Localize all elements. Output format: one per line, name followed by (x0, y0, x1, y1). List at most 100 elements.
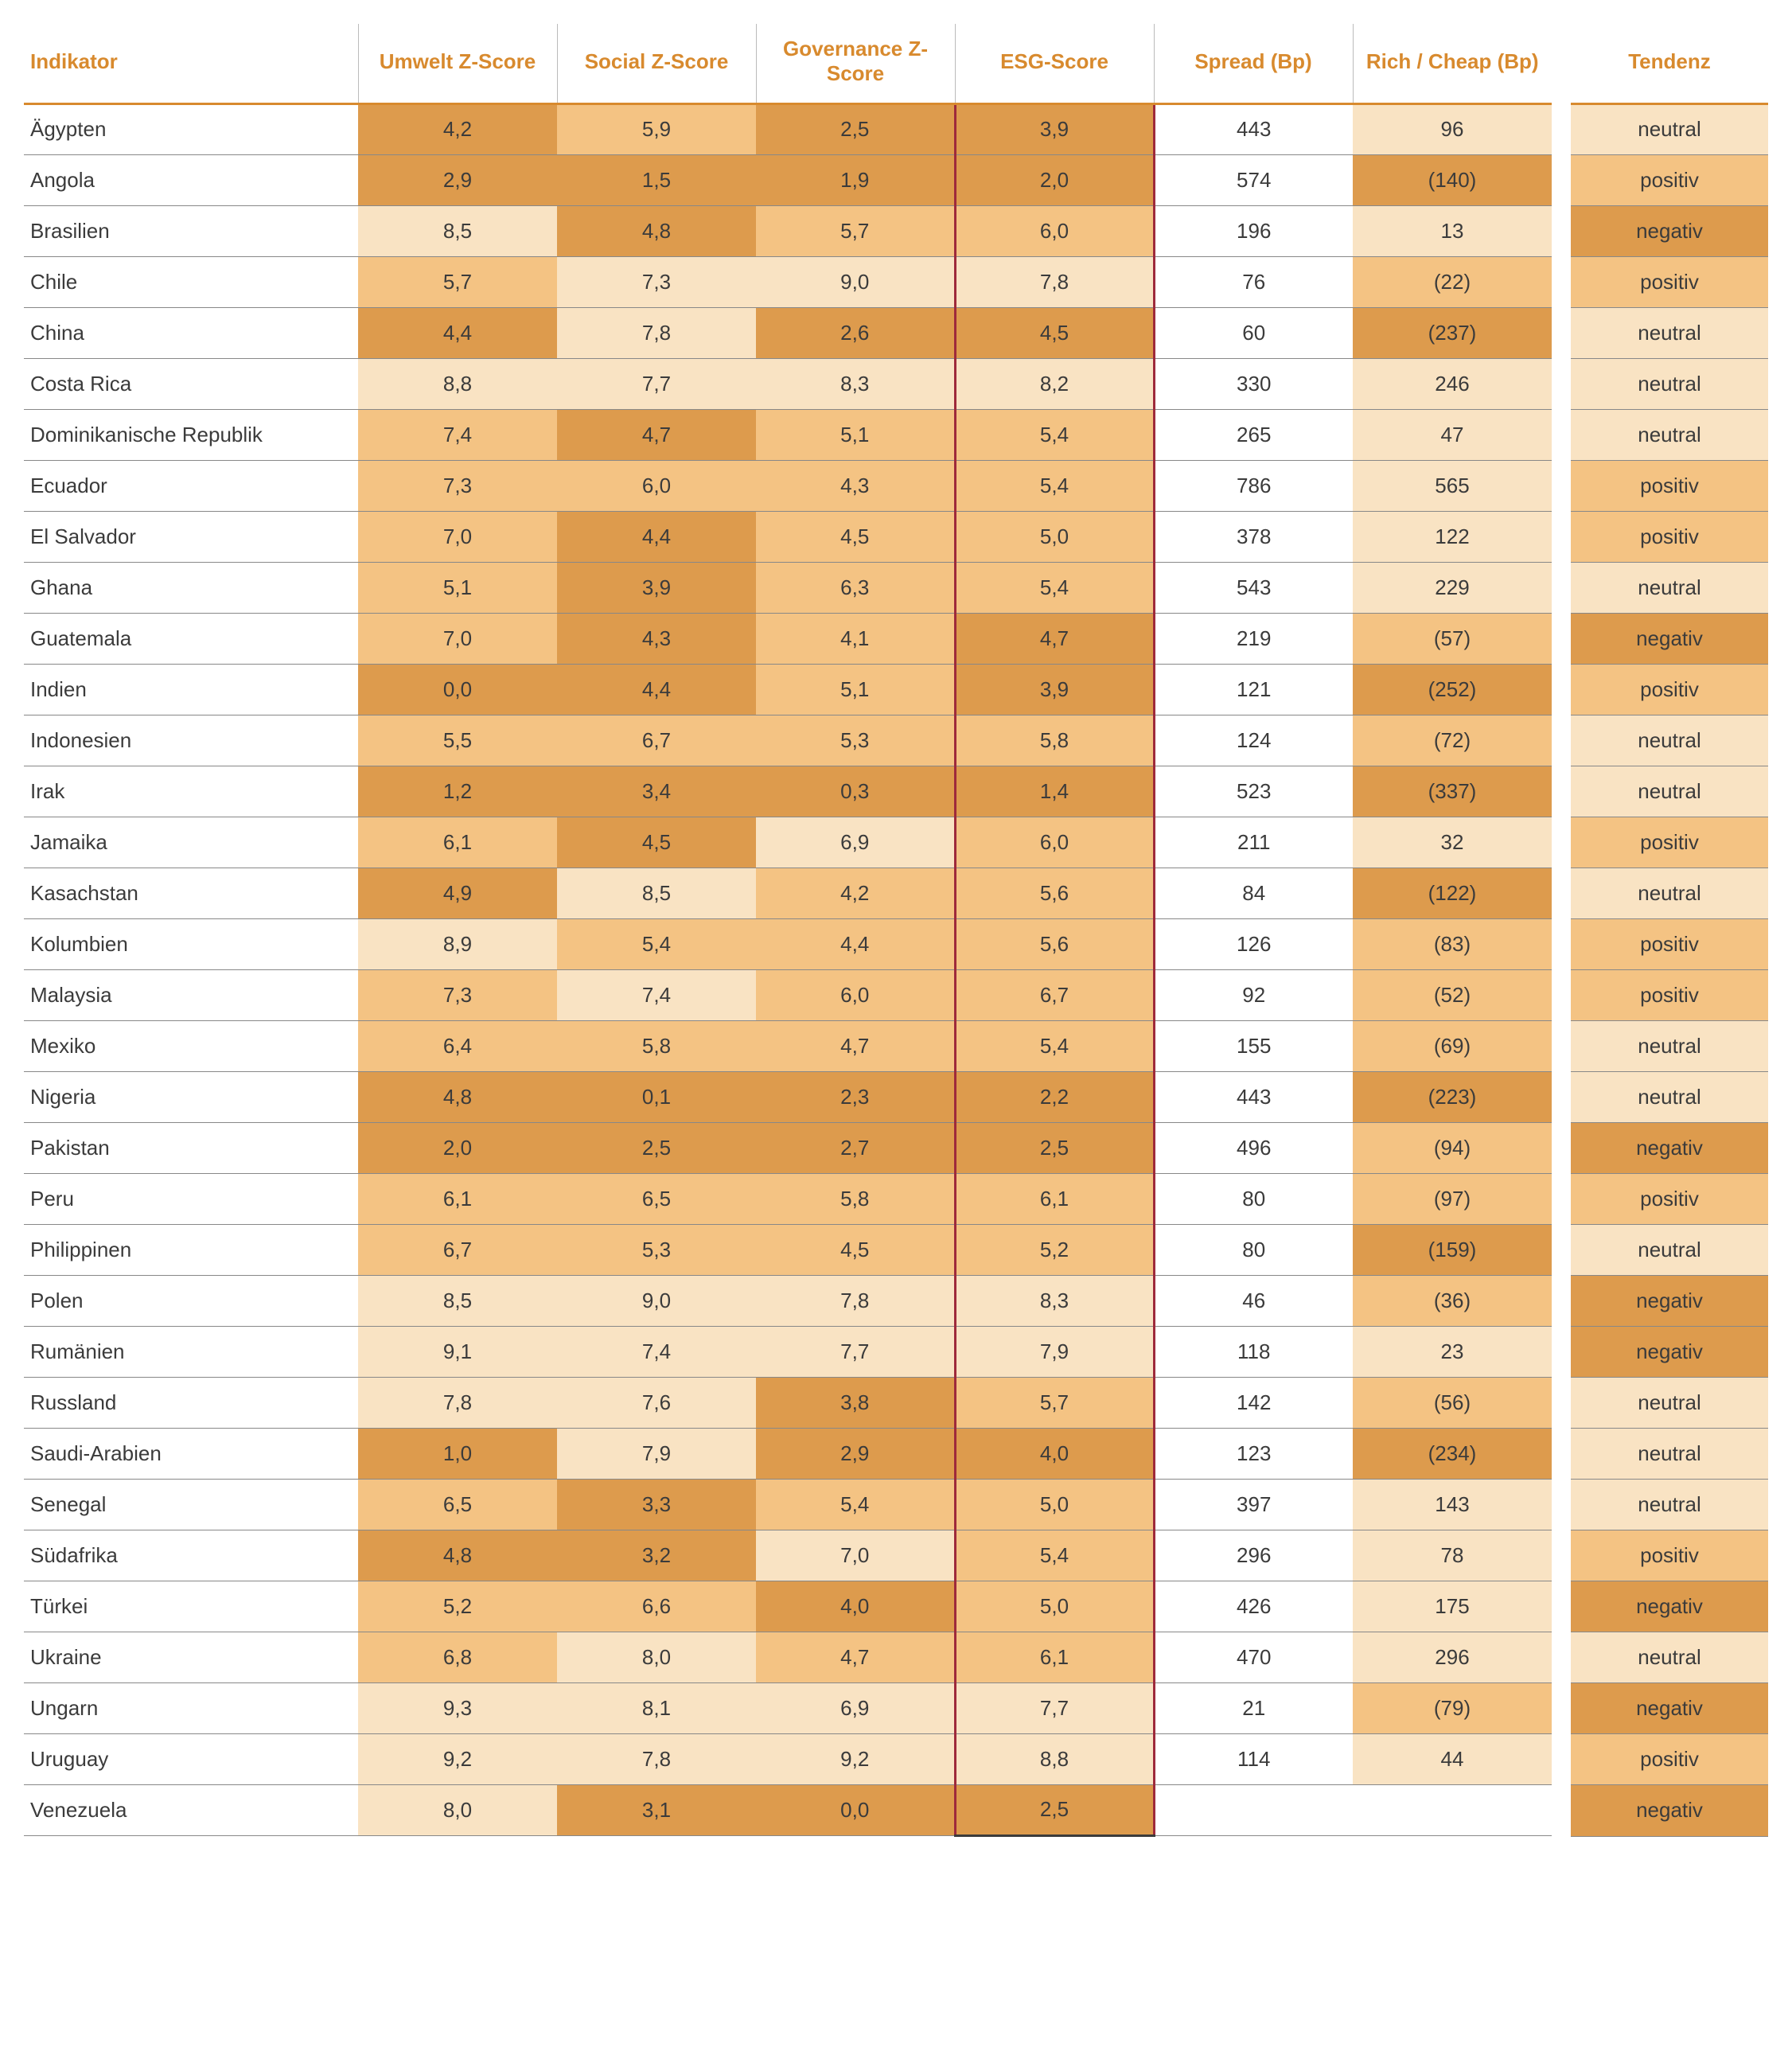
cell: 7,4 (557, 1326, 756, 1377)
cell: neutral (1571, 409, 1768, 460)
cell: positiv (1571, 511, 1768, 562)
cell: 229 (1353, 562, 1552, 613)
cell: Costa Rica (24, 358, 358, 409)
cell: 4,4 (557, 511, 756, 562)
cell: Malaysia (24, 969, 358, 1020)
cell: 118 (1154, 1326, 1353, 1377)
cell: 4,4 (557, 664, 756, 715)
cell: 5,9 (557, 103, 756, 154)
cell: negativ (1571, 613, 1768, 664)
cell: neutral (1571, 307, 1768, 358)
cell: 7,3 (358, 969, 557, 1020)
tendenz-table: Tendenz neutralpositivnegativpositivneut… (1571, 24, 1768, 1837)
cell: 8,0 (358, 1784, 557, 1835)
cell: 7,4 (358, 409, 557, 460)
cell: (57) (1353, 613, 1552, 664)
table-row: Ukraine6,88,04,76,1470296 (24, 1632, 1552, 1682)
cell: 246 (1353, 358, 1552, 409)
cell: 5,6 (955, 918, 1154, 969)
cell: 4,5 (557, 817, 756, 868)
table-row: neutral (1571, 1377, 1768, 1428)
cell: 565 (1353, 460, 1552, 511)
cell: Pakistan (24, 1122, 358, 1173)
table-row: neutral (1571, 1224, 1768, 1275)
cell: 5,0 (955, 1479, 1154, 1530)
table-row: Senegal6,53,35,45,0397143 (24, 1479, 1552, 1530)
cell: Peru (24, 1173, 358, 1224)
table-row: Angola2,91,51,92,0574(140) (24, 154, 1552, 205)
cell: 397 (1154, 1479, 1353, 1530)
cell: 4,4 (756, 918, 955, 969)
cell: 121 (1154, 664, 1353, 715)
cell: 9,3 (358, 1682, 557, 1733)
cell: 1,0 (358, 1428, 557, 1479)
cell: 4,7 (756, 1632, 955, 1682)
table-row: Ungarn9,38,16,97,721(79) (24, 1682, 1552, 1733)
cell: 4,7 (557, 409, 756, 460)
cell: Südafrika (24, 1530, 358, 1581)
cell: 7,3 (557, 256, 756, 307)
table-row: neutral (1571, 358, 1768, 409)
cell: 5,0 (955, 1581, 1154, 1632)
cell: 7,0 (756, 1530, 955, 1581)
cell: 1,9 (756, 154, 955, 205)
cell: (94) (1353, 1122, 1552, 1173)
cell: 13 (1353, 205, 1552, 256)
cell: (337) (1353, 766, 1552, 817)
cell: 76 (1154, 256, 1353, 307)
cell: neutral (1571, 1377, 1768, 1428)
table-row: negativ (1571, 205, 1768, 256)
table-row: Ägypten4,25,92,53,944396 (24, 103, 1552, 154)
cell: Venezuela (24, 1784, 358, 1835)
cell: (159) (1353, 1224, 1552, 1275)
cell: 7,4 (557, 969, 756, 1020)
table-row: Südafrika4,83,27,05,429678 (24, 1530, 1552, 1581)
cell: 4,5 (756, 1224, 955, 1275)
cell: 5,8 (955, 715, 1154, 766)
cell: 3,9 (557, 562, 756, 613)
cell: 543 (1154, 562, 1353, 613)
cell: 7,0 (358, 511, 557, 562)
cell: 1,5 (557, 154, 756, 205)
table-row: neutral (1571, 409, 1768, 460)
cell: neutral (1571, 103, 1768, 154)
cell: Kasachstan (24, 868, 358, 918)
cell: 296 (1154, 1530, 1353, 1581)
cell: 5,4 (955, 562, 1154, 613)
cell: neutral (1571, 766, 1768, 817)
cell: 9,2 (756, 1733, 955, 1784)
cell: 2,7 (756, 1122, 955, 1173)
cell: 5,4 (955, 460, 1154, 511)
cell: 5,3 (756, 715, 955, 766)
cell: 0,3 (756, 766, 955, 817)
cell: 4,9 (358, 868, 557, 918)
cell: (97) (1353, 1173, 1552, 1224)
cell: 9,0 (557, 1275, 756, 1326)
cell: negativ (1571, 1122, 1768, 1173)
cell: 3,9 (955, 664, 1154, 715)
cell: 7,8 (557, 307, 756, 358)
cell: 4,3 (756, 460, 955, 511)
table-row: Indonesien5,56,75,35,8124(72) (24, 715, 1552, 766)
cell: 2,3 (756, 1071, 955, 1122)
table-row: Irak1,23,40,31,4523(337) (24, 766, 1552, 817)
table-row: positiv (1571, 918, 1768, 969)
cell: 122 (1353, 511, 1552, 562)
cell: 2,9 (358, 154, 557, 205)
cell: Uruguay (24, 1733, 358, 1784)
cell: positiv (1571, 1173, 1768, 1224)
table-row: neutral (1571, 868, 1768, 918)
cell: 5,8 (557, 1020, 756, 1071)
cell: 196 (1154, 205, 1353, 256)
table-wrap: Indikator Umwelt Z-Score Social Z-Score … (24, 24, 1768, 1837)
table-row: Venezuela8,03,10,02,5 (24, 1784, 1552, 1835)
cell: 2,5 (756, 103, 955, 154)
cell: positiv (1571, 664, 1768, 715)
cell: 2,9 (756, 1428, 955, 1479)
cell: 1,2 (358, 766, 557, 817)
cell: 5,7 (955, 1377, 1154, 1428)
cell: 219 (1154, 613, 1353, 664)
cell: 8,5 (358, 1275, 557, 1326)
cell: 78 (1353, 1530, 1552, 1581)
col-social: Social Z-Score (557, 24, 756, 103)
